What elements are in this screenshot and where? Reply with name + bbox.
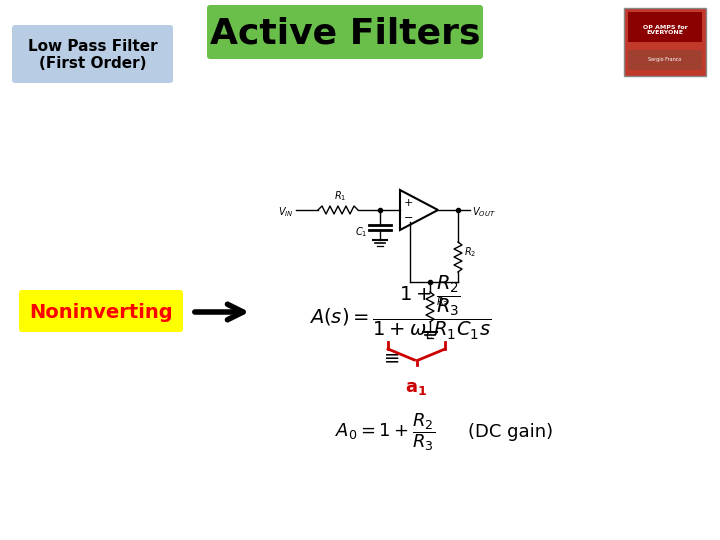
- FancyArrowPatch shape: [195, 304, 243, 320]
- Text: (DC gain): (DC gain): [468, 423, 553, 441]
- FancyBboxPatch shape: [19, 290, 183, 332]
- Text: $R_2$: $R_2$: [464, 245, 477, 259]
- Text: $R_3$: $R_3$: [436, 295, 449, 309]
- Bar: [628, 12, 702, 42]
- Text: $A(s) = \dfrac{1 + \dfrac{R_2}{R_3}}{1 + \omega_c R_1 C_1 s}$: $A(s) = \dfrac{1 + \dfrac{R_2}{R_3}}{1 +…: [309, 274, 491, 342]
- Text: −: −: [404, 213, 413, 223]
- FancyBboxPatch shape: [12, 25, 173, 83]
- Text: $C_1$: $C_1$: [354, 225, 367, 239]
- Bar: [628, 50, 702, 70]
- Text: $V_{OUT}$: $V_{OUT}$: [472, 205, 495, 219]
- Text: $V_{IN}$: $V_{IN}$: [279, 205, 294, 219]
- Text: +: +: [404, 198, 413, 208]
- Text: $\equiv$: $\equiv$: [380, 348, 400, 368]
- Text: OP AMPS for
EVERYONE: OP AMPS for EVERYONE: [643, 25, 688, 36]
- Text: $A_0 = 1 + \dfrac{R_2}{R_3}$: $A_0 = 1 + \dfrac{R_2}{R_3}$: [335, 411, 435, 453]
- Text: Active Filters: Active Filters: [210, 17, 480, 51]
- FancyBboxPatch shape: [207, 5, 483, 59]
- Text: Low Pass Filter
(First Order): Low Pass Filter (First Order): [28, 39, 158, 71]
- Bar: [624, 8, 706, 76]
- Text: Noninverting: Noninverting: [30, 302, 173, 321]
- Text: $R_1$: $R_1$: [334, 189, 346, 203]
- Text: $\mathbf{a_1}$: $\mathbf{a_1}$: [405, 379, 428, 397]
- Text: Sergio Franco: Sergio Franco: [648, 57, 682, 63]
